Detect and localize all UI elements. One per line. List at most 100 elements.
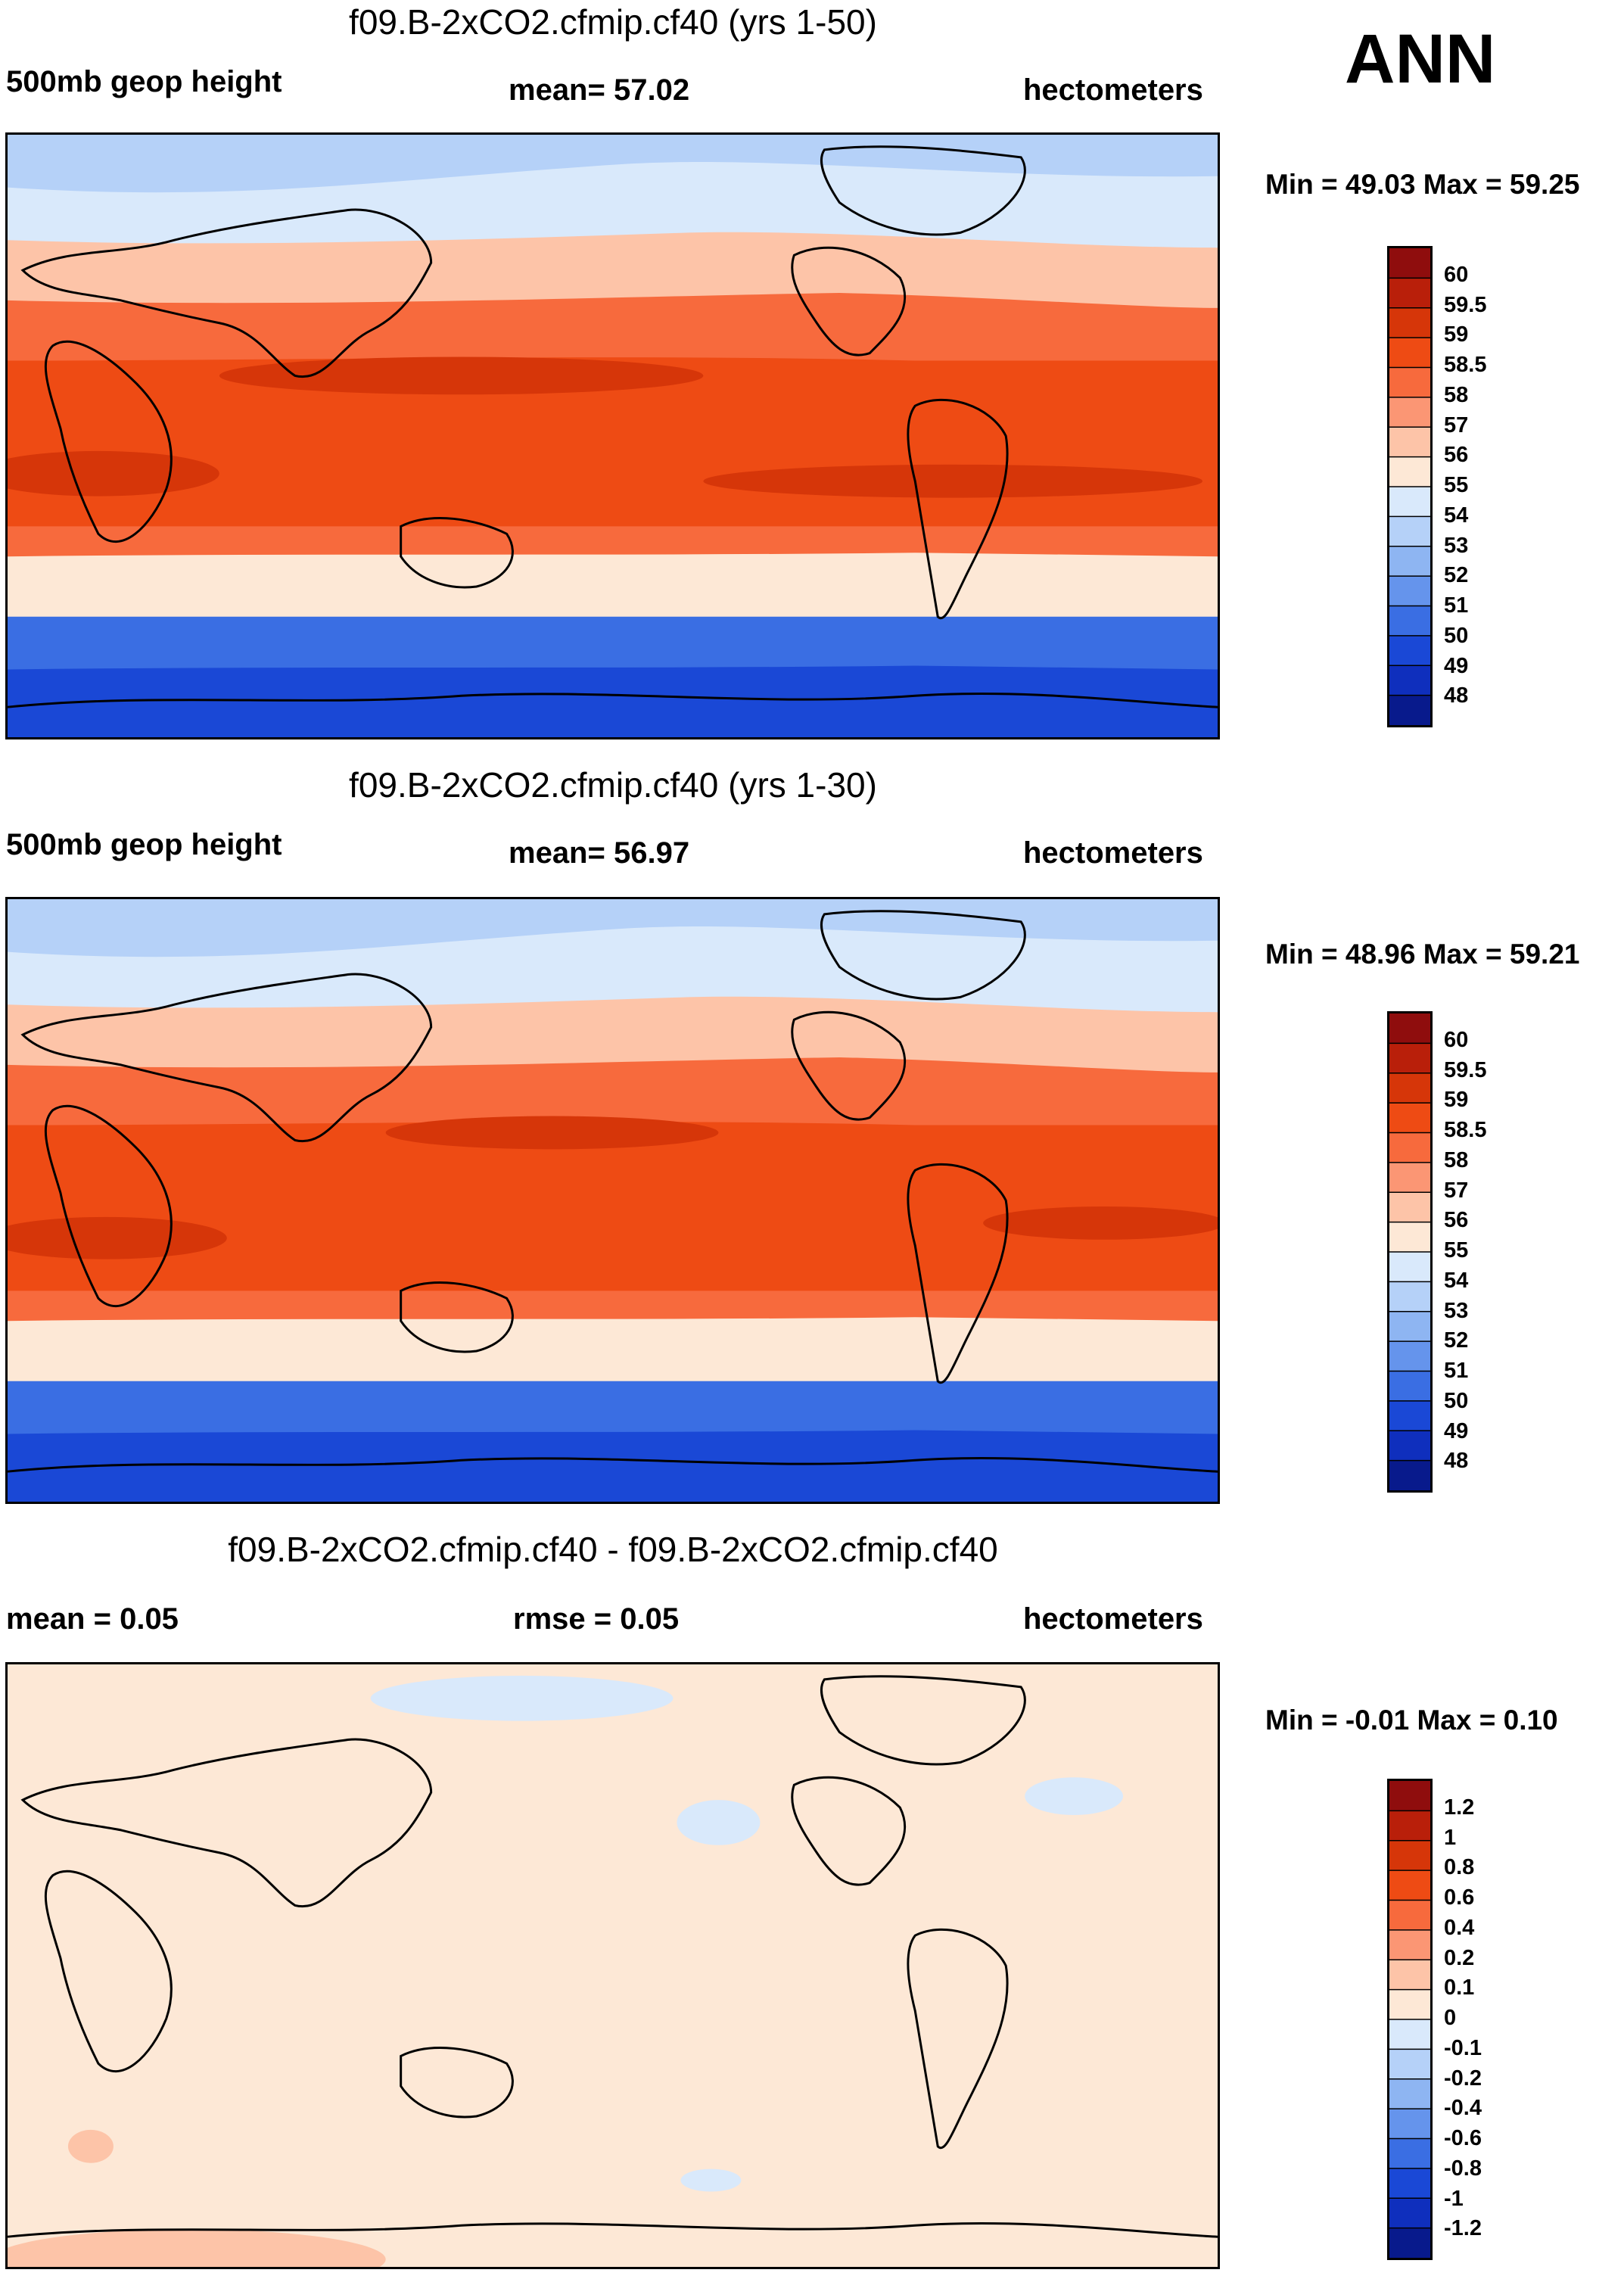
colorbar-swatch xyxy=(1389,665,1430,696)
colorbar-swatch xyxy=(1389,487,1430,517)
map3-neg-patch-south xyxy=(680,2168,742,2192)
colorbar-label: 58 xyxy=(1444,382,1469,407)
colorbar-swatch xyxy=(1389,1132,1430,1163)
colorbar-label: 58.5 xyxy=(1444,353,1487,377)
map1-hotspot-south-pacific xyxy=(703,464,1203,498)
panel3-minmax: Min = -0.01 Max = 0.10 xyxy=(1265,1705,1558,1736)
colorbar-label: 55 xyxy=(1444,1238,1469,1262)
map3-eurasia-outline xyxy=(20,1738,433,1908)
colorbar-label: 52 xyxy=(1444,1328,1469,1353)
colorbar-label: 52 xyxy=(1444,563,1469,588)
colorbar-swatch xyxy=(1389,367,1430,398)
map2-hotspot-atlantic xyxy=(983,1206,1218,1240)
map3-greenland-outline xyxy=(820,1675,1026,1766)
colorbar-swatch xyxy=(1389,307,1430,338)
panel3-units-label: hectometers xyxy=(1023,1602,1203,1636)
panel3-title: f09.B-2xCO2.cfmip.cf40 - f09.B-2xCO2.cfm… xyxy=(228,1530,998,1569)
map2-greenland-outline xyxy=(820,910,1026,1001)
map2-north-america-outline xyxy=(791,1010,907,1121)
panel1-map-svg xyxy=(8,135,1218,737)
colorbar-swatch xyxy=(1389,2019,1430,2050)
colorbar-swatch xyxy=(1389,1960,1430,1991)
colorbar-label: 50 xyxy=(1444,623,1469,648)
colorbar-swatch xyxy=(1389,2049,1430,2080)
colorbar-swatch xyxy=(1389,1222,1430,1253)
panel1-title: f09.B-2xCO2.cfmip.cf40 (yrs 1-50) xyxy=(349,2,877,42)
colorbar-label: 60 xyxy=(1444,262,1469,287)
colorbar-swatch xyxy=(1389,695,1430,725)
colorbar-swatch xyxy=(1389,1400,1430,1431)
colorbar-swatch xyxy=(1389,1043,1430,1074)
colorbar-label: 0.2 xyxy=(1444,1945,1475,1970)
colorbar-swatch xyxy=(1389,1281,1430,1312)
map3-neg-patch-arctic xyxy=(370,1675,674,1721)
map3-background xyxy=(8,1664,1218,2267)
colorbar-swatch xyxy=(1389,1810,1430,1842)
colorbar-swatch xyxy=(1389,278,1430,309)
colorbar-swatch xyxy=(1389,248,1430,279)
colorbar-swatch xyxy=(1389,1929,1430,1960)
panel1-map xyxy=(5,132,1220,739)
colorbar-label: -1 xyxy=(1444,2186,1464,2211)
colorbar-label: -0.1 xyxy=(1444,2035,1482,2060)
panel3-colorbar xyxy=(1387,1779,1433,2260)
colorbar-swatch xyxy=(1389,456,1430,487)
colorbar-label: -0.6 xyxy=(1444,2126,1482,2150)
colorbar-swatch xyxy=(1389,397,1430,428)
map3-antarctica-outline xyxy=(8,2222,1218,2238)
panel2-units-label: hectometers xyxy=(1023,836,1203,870)
colorbar-swatch xyxy=(1389,1013,1430,1044)
panel1-minmax: Min = 49.03 Max = 59.25 xyxy=(1265,169,1580,200)
colorbar-swatch xyxy=(1389,546,1430,577)
map1-australia-outline xyxy=(400,517,514,589)
map1-north-america-outline xyxy=(791,246,907,356)
colorbar-label: 57 xyxy=(1444,1178,1469,1203)
map1-south-america-outline xyxy=(907,399,1009,620)
colorbar-swatch xyxy=(1389,1460,1430,1490)
colorbar-swatch xyxy=(1389,1840,1430,1871)
colorbar-swatch xyxy=(1389,1162,1430,1193)
panel1-variable-label: 500mb geop height xyxy=(6,65,282,98)
colorbar-label: 60 xyxy=(1444,1027,1469,1052)
map3-pos-patch-antarctic xyxy=(8,2229,386,2267)
colorbar-label: 1.2 xyxy=(1444,1795,1475,1820)
colorbar-label: -0.8 xyxy=(1444,2156,1482,2181)
panel2-colorbar-svg xyxy=(1389,1013,1430,1490)
colorbar-label: 1 xyxy=(1444,1825,1457,1850)
colorbar-swatch xyxy=(1389,1431,1430,1462)
map1-africa-outline xyxy=(44,340,173,543)
colorbar-label: 51 xyxy=(1444,593,1469,618)
colorbar-label: 58 xyxy=(1444,1147,1469,1172)
colorbar-label: 55 xyxy=(1444,473,1469,497)
map2-band-antarctic xyxy=(8,1430,1218,1502)
map3-coastlines xyxy=(8,1675,1218,2238)
colorbar-label: 54 xyxy=(1444,503,1469,528)
colorbar-swatch xyxy=(1389,1192,1430,1223)
panel3-rmse-label: rmse = 0.05 xyxy=(513,1602,680,1636)
panel1-units-label: hectometers xyxy=(1023,73,1203,107)
map1-eurasia-outline xyxy=(20,208,433,378)
colorbar-swatch xyxy=(1389,2078,1430,2109)
colorbar-swatch xyxy=(1389,635,1430,666)
colorbar-label: 49 xyxy=(1444,1418,1469,1443)
panel2-colorbar xyxy=(1387,1011,1433,1493)
panel2-title: f09.B-2xCO2.cfmip.cf40 (yrs 1-30) xyxy=(349,765,877,805)
colorbar-swatch xyxy=(1389,1900,1430,1931)
panel3-mean-label: mean = 0.05 xyxy=(6,1602,179,1636)
colorbar-swatch xyxy=(1389,1989,1430,2020)
colorbar-label: 54 xyxy=(1444,1268,1469,1293)
colorbar-label: 53 xyxy=(1444,533,1469,558)
panel2-variable-label: 500mb geop height xyxy=(6,828,282,861)
map3-africa-outline xyxy=(44,1870,173,2073)
colorbar-swatch xyxy=(1389,1103,1430,1133)
colorbar-label: 49 xyxy=(1444,653,1469,678)
colorbar-swatch xyxy=(1389,1311,1430,1342)
colorbar-swatch xyxy=(1389,2228,1430,2258)
map3-neg-patch-pacific xyxy=(677,1800,761,1845)
colorbar-label: 57 xyxy=(1444,413,1469,437)
map2-south-america-outline xyxy=(907,1163,1009,1384)
colorbar-label: 59.5 xyxy=(1444,292,1487,317)
colorbar-label: -1.2 xyxy=(1444,2216,1482,2241)
panel2-mean-label: mean= 56.97 xyxy=(509,836,690,870)
colorbar-label: 56 xyxy=(1444,443,1469,468)
